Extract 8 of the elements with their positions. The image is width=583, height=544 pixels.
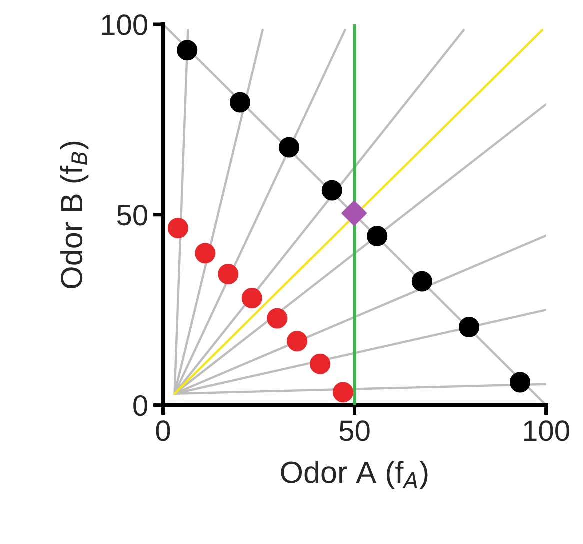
x-axis-title: Odor A (f$_{A}$) [281,460,428,490]
x-tick-label: 0 [156,420,170,442]
y-tick-label: 50 [117,205,148,226]
x-tick-label: 50 [340,420,370,442]
y-tick-label: 100 [102,14,148,36]
y-axis-title: Odor B (f$_{B}$) [60,142,89,288]
y-tick-label: 0 [134,395,148,416]
x-tick-label: 100 [524,420,570,442]
